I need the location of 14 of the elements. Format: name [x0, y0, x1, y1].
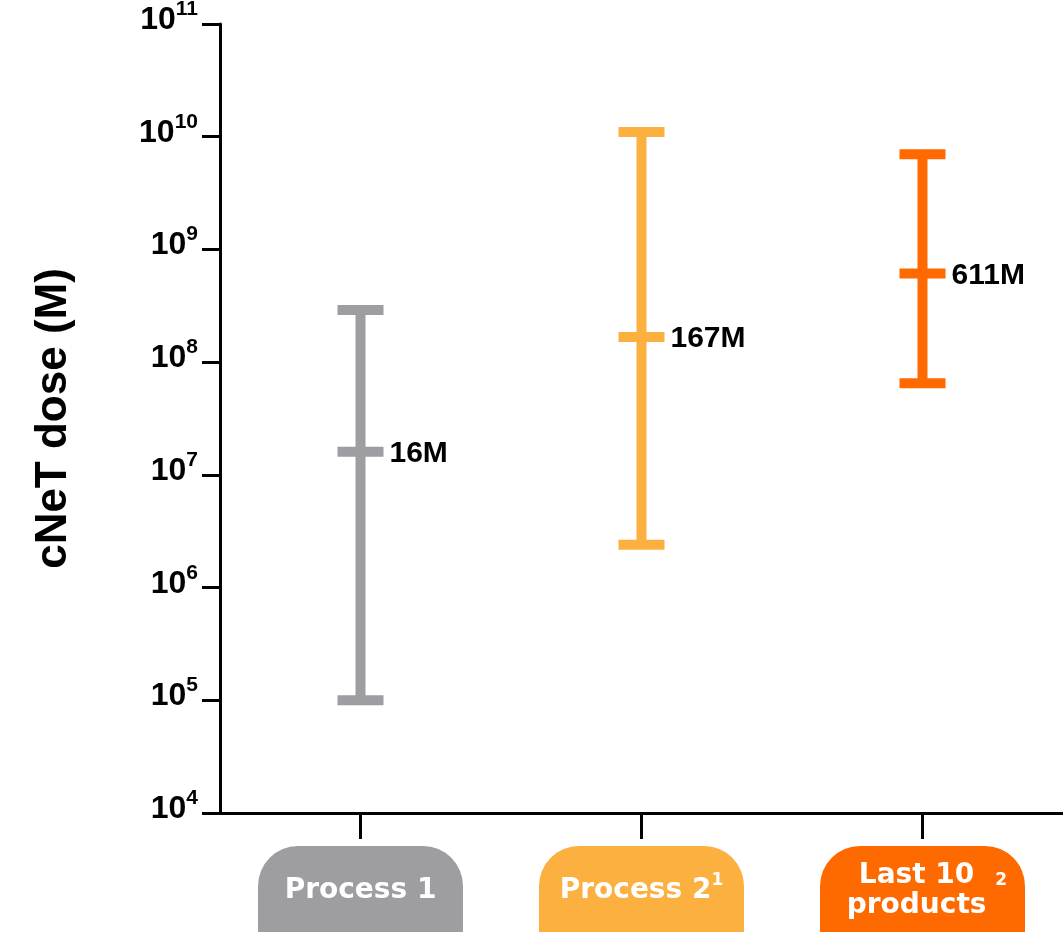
y-tick-label: 10$^{10}$: [139, 108, 198, 150]
annotation: 167M: [670, 320, 746, 355]
annotation: 16M: [389, 434, 448, 469]
x-tick-label: Process 1: [283, 871, 438, 907]
y-tick-label: 10$^{11}$: [140, 0, 198, 37]
x-tick-label: Process 2$^{1}$: [558, 868, 725, 907]
y-tick-label: 10$^{7}$: [150, 446, 198, 488]
y-tick-label: 10$^{6}$: [150, 559, 198, 601]
y-tick-label: 10$^{9}$: [150, 220, 198, 262]
y-tick-label: 10$^{5}$: [150, 671, 198, 713]
y-tick-label: 10$^{8}$: [150, 333, 198, 375]
annotation: 611M: [951, 256, 1025, 291]
y-axis-title: cNeT dose (M): [25, 268, 75, 569]
y-tick-label: 10$^{4}$: [150, 784, 198, 826]
